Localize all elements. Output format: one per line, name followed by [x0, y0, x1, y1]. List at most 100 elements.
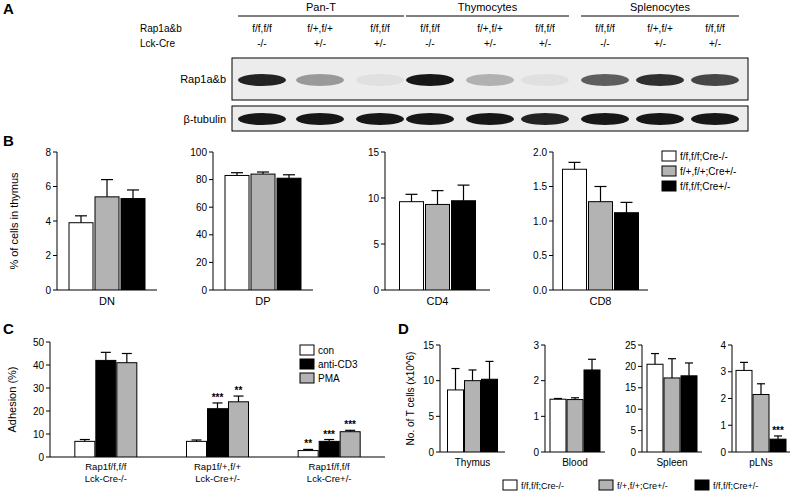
y-axis — [545, 345, 546, 452]
error-cap — [651, 353, 659, 354]
genotype-label: f/f,f/f — [705, 23, 725, 34]
error-bar — [458, 185, 470, 201]
y-tick — [53, 152, 57, 153]
y-axis — [440, 345, 441, 452]
y-tick — [638, 387, 642, 388]
y-tick-label: 25 — [625, 340, 637, 351]
y-tick — [541, 452, 545, 453]
band — [406, 113, 454, 125]
bar — [187, 441, 207, 457]
cre-label: +/- — [374, 38, 386, 49]
x-category-label: DP — [255, 295, 270, 307]
bar — [75, 441, 95, 457]
bar — [340, 432, 360, 457]
plot-area — [400, 185, 476, 290]
genotype-label: f/f,f/f — [535, 23, 555, 34]
y-tick — [541, 380, 545, 381]
y-tick — [436, 380, 440, 381]
error-cap — [458, 185, 470, 186]
y-axis — [213, 152, 214, 290]
cre-label: +/- — [314, 38, 326, 49]
y-tick — [549, 255, 553, 256]
error-line — [626, 202, 627, 212]
bar — [426, 204, 450, 290]
error-bar — [651, 354, 659, 365]
band — [238, 74, 286, 86]
error-cap — [554, 398, 562, 399]
y-tick-label: 15 — [368, 147, 380, 158]
legend-label: con — [318, 345, 334, 356]
bar — [563, 169, 587, 290]
band — [691, 113, 739, 125]
error-cap — [571, 397, 579, 398]
y-tick — [638, 366, 642, 367]
y-tick-label: 2 — [45, 250, 51, 261]
y-tick-label: 100 — [190, 147, 207, 158]
y-tick — [549, 221, 553, 222]
error-line — [80, 216, 81, 223]
error-cap — [452, 368, 460, 369]
error-bar — [569, 162, 581, 169]
y-tick — [549, 186, 553, 187]
bar — [400, 202, 424, 290]
error-cap — [668, 358, 676, 359]
bar — [664, 378, 680, 452]
y-tick — [53, 186, 57, 187]
y-tick — [728, 345, 732, 346]
y-tick — [381, 198, 385, 199]
plot-area — [69, 180, 145, 290]
y-tick — [381, 152, 385, 153]
bar — [277, 178, 301, 290]
y-tick — [46, 411, 50, 412]
category-line: Lck-Cre+/- — [307, 473, 352, 484]
bar — [229, 402, 249, 457]
band — [691, 74, 739, 86]
cre-label: +/- — [654, 38, 666, 49]
category-line: Lck-Cre-/- — [85, 473, 127, 484]
bar — [96, 360, 116, 457]
y-tick — [381, 290, 385, 291]
genotype-label: f/f,f/f — [420, 23, 440, 34]
y-tick — [436, 416, 440, 417]
error-bar — [740, 362, 748, 370]
error-bar — [774, 436, 782, 439]
band — [296, 74, 344, 86]
bar — [448, 390, 464, 452]
bar — [95, 197, 119, 290]
error-bar — [432, 191, 444, 205]
legend-label: PMA — [318, 373, 340, 384]
y-tick — [436, 452, 440, 453]
x-category-label: Rap1f/+,f/+Lck-Cre+/- — [194, 461, 241, 484]
figure: APan-TThymocytesSplenocytesRap1a&bLck-Cr… — [0, 0, 795, 497]
y-tick-label: 5 — [428, 411, 434, 422]
error-line — [743, 362, 744, 370]
legend-label: f/f,f/f;Cre+/- — [680, 181, 730, 192]
bar — [681, 376, 697, 452]
band — [296, 113, 344, 125]
y-tick-label: 2 — [720, 393, 726, 404]
error-cap — [757, 383, 765, 384]
y-tick — [209, 290, 213, 291]
y-tick — [209, 179, 213, 180]
significance: *** — [212, 392, 224, 403]
legend-swatch — [695, 480, 709, 490]
error-cap — [569, 162, 581, 163]
y-tick-label: 1.0 — [533, 216, 547, 227]
error-line — [688, 363, 689, 376]
band — [466, 74, 514, 86]
panel-label: C — [3, 320, 14, 337]
y-tick-label: 3 — [720, 366, 726, 377]
error-cap — [685, 362, 693, 363]
y-tick — [728, 425, 732, 426]
y-tick — [549, 290, 553, 291]
error-bar — [75, 216, 87, 223]
group-line — [406, 16, 569, 17]
error-line — [489, 361, 490, 379]
row-label: Lck-Cre — [140, 38, 175, 49]
y-tick — [209, 234, 213, 235]
error-line — [760, 384, 761, 395]
plot-area — [225, 172, 301, 290]
cre-label: -/- — [257, 38, 266, 49]
bar — [298, 451, 318, 457]
y-tick — [728, 398, 732, 399]
